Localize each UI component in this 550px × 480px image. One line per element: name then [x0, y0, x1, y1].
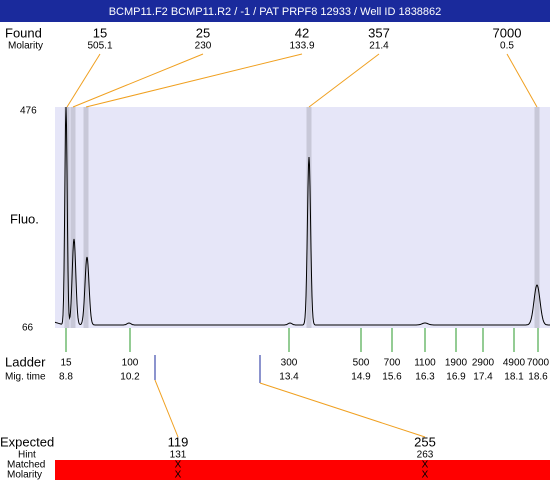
connector — [85, 53, 303, 108]
peak-band — [70, 107, 76, 328]
found-size: 7000 — [493, 25, 522, 40]
ladder-size: 100 — [122, 358, 139, 369]
peak-band — [83, 107, 89, 328]
ladder-size: 7000 — [527, 358, 550, 369]
peak-band — [534, 107, 540, 328]
ladder-time: 16.9 — [446, 372, 466, 383]
ladder-time: 18.6 — [528, 372, 548, 383]
ladder-size: 4900 — [503, 358, 526, 369]
ladder-time: 18.1 — [504, 372, 524, 383]
expected-molarity-label: Molarity — [7, 470, 42, 480]
found-size: 42 — [295, 25, 309, 40]
ladder-size: 700 — [384, 358, 401, 369]
peak-band — [306, 107, 312, 328]
hint-size: 131 — [170, 450, 187, 461]
ladder-size: 2900 — [472, 358, 495, 369]
hint-size: 263 — [417, 450, 434, 461]
ladder-size: 300 — [281, 358, 298, 369]
y-axis-label: Fluo. — [10, 211, 39, 226]
trace — [54, 106, 550, 326]
connector — [154, 379, 179, 438]
connector — [72, 53, 204, 108]
found-size: 25 — [196, 25, 210, 40]
found-molarity: 21.4 — [369, 41, 389, 52]
ladder-time: 16.3 — [415, 372, 435, 383]
molarity-label: Molarity — [8, 41, 43, 52]
matched-mark: X — [422, 460, 429, 471]
ladder-time: 13.4 — [279, 372, 299, 383]
match-bar — [55, 460, 550, 480]
y-top-label: 476 — [20, 106, 37, 117]
found-molarity: 230 — [195, 41, 212, 52]
connector — [308, 53, 380, 108]
ladder-label: Ladder — [5, 354, 46, 369]
ladder-size: 1900 — [445, 358, 468, 369]
hint-label: Hint — [18, 450, 36, 461]
migtime-label: Mig. time — [5, 372, 46, 383]
found-molarity: 0.5 — [500, 41, 514, 52]
expected-label: Expected — [0, 434, 54, 449]
matched-mark: X — [175, 460, 182, 471]
title: BCMP11.F2 BCMP11.R2 / -1 / PAT PRPF8 129… — [109, 6, 442, 18]
connector — [506, 53, 538, 108]
molarity-mark: X — [422, 470, 429, 480]
ladder-size: 500 — [353, 358, 370, 369]
expected-size: 255 — [414, 434, 436, 449]
ladder-size: 15 — [60, 358, 72, 369]
expected-size: 119 — [168, 434, 189, 449]
molarity-mark: X — [175, 470, 182, 480]
matched-label: Matched — [7, 460, 45, 471]
connector — [259, 382, 426, 438]
ladder-time: 8.8 — [59, 372, 73, 383]
ladder-size: 1100 — [414, 358, 436, 369]
found-size: 15 — [93, 25, 107, 40]
ladder-time: 15.6 — [382, 372, 402, 383]
found-molarity: 505.1 — [87, 41, 112, 52]
found-label: Found — [5, 25, 42, 40]
plot-area — [55, 107, 550, 328]
connector — [66, 53, 101, 108]
found-molarity: 133.9 — [289, 41, 314, 52]
title-bar — [0, 0, 550, 22]
y-bottom-label: 66 — [22, 323, 34, 334]
ladder-time: 14.9 — [351, 372, 371, 383]
found-size: 357 — [368, 25, 390, 40]
ladder-time: 10.2 — [120, 372, 140, 383]
ladder-time: 17.4 — [473, 372, 493, 383]
